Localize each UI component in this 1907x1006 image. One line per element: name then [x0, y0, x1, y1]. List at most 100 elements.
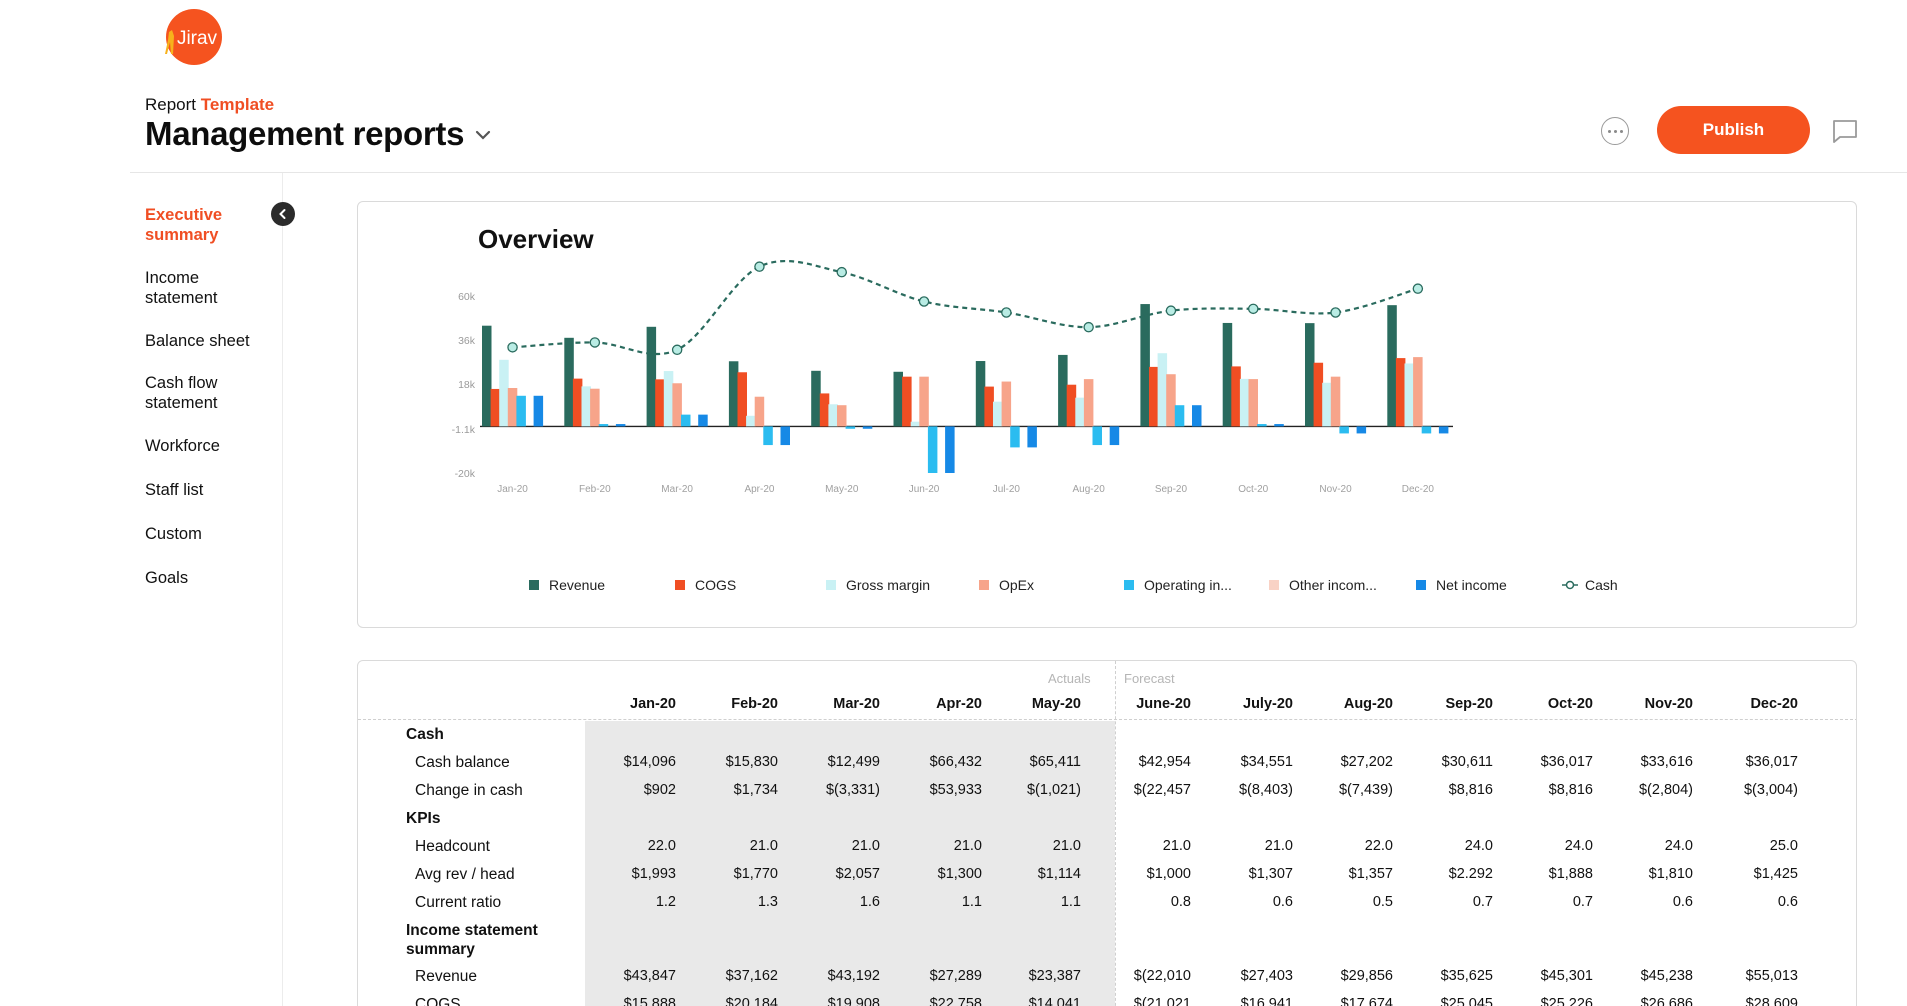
bar-revenue-sep-20	[1140, 304, 1150, 427]
cash-point-oct-20	[1248, 303, 1259, 315]
table-cell: $1,993	[631, 866, 676, 882]
dot-icon	[1607, 129, 1611, 133]
sidebar-nav: Executive summary Income statement Balan…	[130, 173, 283, 1006]
bar-operating-in--aug-20	[1092, 426, 1102, 446]
sidebar-item-cash-flow-statement[interactable]: Cash flow statement	[145, 374, 218, 412]
bar-gross-margin-jun-20	[910, 421, 921, 427]
comment-icon[interactable]	[1831, 117, 1859, 145]
sidebar-item-staff-list[interactable]: Staff list	[145, 481, 204, 499]
table-cell: $(22,010	[1133, 968, 1191, 984]
legend-swatch	[1124, 580, 1134, 590]
cash-point-feb-20	[589, 337, 601, 348]
bar-revenue-may-20	[811, 370, 821, 427]
table-cell: 24.0	[1564, 838, 1593, 854]
bar-opex-apr-20	[754, 396, 765, 427]
table-cell: $45,301	[1540, 968, 1593, 984]
table-cell: $33,616	[1640, 754, 1693, 770]
cash-point-sep-20	[1165, 305, 1177, 316]
table-cell: $22,758	[929, 996, 982, 1006]
table-cell: 1.2	[655, 894, 676, 910]
sidebar-item-income-statement[interactable]: Income statement	[145, 269, 218, 307]
bar-gross-margin-mar-20	[663, 371, 674, 427]
bar-operating-in--oct-20	[1257, 424, 1267, 427]
x-tick-label: Jun-20	[909, 484, 940, 495]
collapse-sidebar-button[interactable]	[271, 202, 295, 226]
bar-revenue-apr-20	[728, 361, 739, 427]
jirav-logo[interactable]: Jirav	[157, 6, 222, 69]
sidebar-item-goals[interactable]: Goals	[145, 569, 189, 587]
bar-cogs-apr-20	[737, 372, 747, 427]
bar-operating-in--sep-20	[1174, 405, 1185, 427]
legend-label: Cash	[1585, 577, 1618, 593]
table-cell: $8,816	[1448, 782, 1493, 798]
more-options-button[interactable]	[1601, 117, 1629, 145]
bar-gross-margin-oct-20	[1239, 378, 1250, 427]
bar-cogs-jun-20	[902, 376, 912, 427]
publish-button[interactable]: Publish	[1657, 106, 1810, 154]
table-cell: $2,057	[835, 866, 880, 882]
bar-cogs-nov-20	[1313, 362, 1324, 427]
table-cell: $66,432	[929, 754, 982, 770]
table-cell: $(21,021	[1133, 996, 1191, 1006]
table-cell: $43,847	[623, 968, 676, 984]
actuals-forecast-divider	[1115, 661, 1116, 1006]
summary-table: Actuals Forecast Jan-20 Feb-20 Mar-20 Apr-2…	[357, 660, 1857, 1006]
bar-net-income-jan-20	[533, 395, 544, 427]
table-cell: $55,013	[1745, 968, 1798, 984]
column-header-jan-20: Jan-20	[630, 696, 676, 712]
table-cell: 21.0	[749, 838, 778, 854]
table-cell: $28,609	[1745, 996, 1798, 1006]
column-header-sep-20: Sep-20	[1445, 696, 1493, 712]
bar-net-income-nov-20	[1356, 426, 1367, 434]
legend-cash-marker	[1565, 580, 1575, 590]
cash-point-apr-20	[754, 261, 765, 272]
bar-revenue-jun-20	[893, 371, 903, 427]
row-label: Revenue	[415, 968, 478, 985]
bar-gross-margin-feb-20	[581, 386, 591, 427]
bar-operating-in--dec-20	[1421, 426, 1432, 434]
bar-cogs-oct-20	[1231, 366, 1241, 427]
table-cell: $1,000	[1146, 866, 1191, 882]
table-cell: $12,499	[827, 754, 880, 770]
bar-revenue-mar-20	[646, 326, 657, 427]
sidebar-item-workforce[interactable]: Workforce	[145, 437, 220, 455]
sidebar-item-executive-summary[interactable]: Executive summary	[145, 206, 223, 244]
bar-net-income-apr-20	[780, 426, 790, 446]
table-cell: $36,017	[1540, 754, 1593, 770]
table-cell: 1.1	[1060, 894, 1081, 910]
legend-swatch	[979, 580, 989, 590]
table-cell: 21.0	[851, 838, 880, 854]
table-cell: $65,411	[1029, 754, 1081, 770]
report-template-link[interactable]: Template	[200, 95, 275, 114]
table-cell: $1,888	[1548, 866, 1593, 882]
section-label: Cash	[406, 726, 444, 743]
row-label: Headcount	[415, 838, 490, 855]
column-header-june-20: June-20	[1136, 696, 1191, 712]
page-title: Management reports	[145, 115, 465, 152]
bar-cogs-mar-20	[655, 379, 665, 427]
table-cell: $42,954	[1138, 754, 1191, 770]
bar-opex-feb-20	[590, 388, 600, 427]
sidebar-item-custom[interactable]: Custom	[145, 525, 202, 543]
table-cell: $1,357	[1348, 866, 1393, 882]
bar-gross-margin-jan-20	[499, 359, 509, 427]
bar-net-income-sep-20	[1192, 405, 1202, 427]
table-cell: 0.5	[1372, 894, 1393, 910]
bar-operating-in--jan-20	[516, 395, 526, 427]
bar-opex-oct-20	[1248, 379, 1258, 427]
sidebar-item-balance-sheet[interactable]: Balance sheet	[145, 332, 250, 350]
chevron-down-icon[interactable]	[474, 126, 492, 144]
table-cell: $1,300	[937, 866, 982, 882]
table-cell: $15,888	[623, 996, 676, 1006]
cash-point-dec-20	[1412, 283, 1424, 294]
bar-net-income-oct-20	[1274, 424, 1284, 427]
bar-net-income-dec-20	[1438, 426, 1449, 434]
table-cell: 22.0	[1364, 838, 1393, 854]
table-cell: $25,226	[1540, 996, 1593, 1006]
section-label: Income statement summary	[406, 922, 538, 958]
bar-net-income-aug-20	[1109, 426, 1120, 446]
column-header-mar-20: Mar-20	[833, 696, 880, 712]
legend-label: COGS	[695, 577, 736, 593]
table-cell: $26,686	[1640, 996, 1693, 1006]
cash-point-nov-20	[1330, 307, 1341, 318]
